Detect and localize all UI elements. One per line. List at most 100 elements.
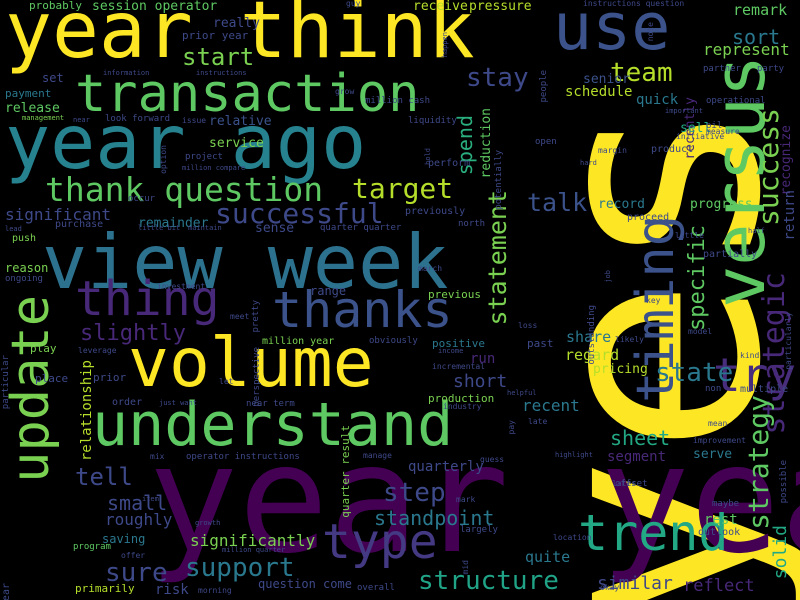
cloud-word: meet — [230, 312, 250, 321]
cloud-word: small — [107, 491, 168, 515]
cloud-word: transaction — [75, 64, 420, 124]
cloud-word: production — [428, 392, 495, 405]
cloud-word: liquidity — [408, 116, 457, 126]
cloud-word: order — [112, 397, 143, 408]
cloud-word: support — [185, 553, 295, 583]
cloud-word: pressure — [469, 0, 532, 14]
cloud-word: range — [310, 284, 347, 298]
cloud-word: proceed — [627, 212, 670, 223]
cloud-word: little bit — [138, 224, 181, 232]
cloud-word: lead — [5, 225, 22, 233]
cloud-word: successful — [215, 197, 384, 230]
cloud-word: reduction — [479, 108, 494, 179]
cloud-word: tell — [75, 463, 133, 491]
cloud-word: regard — [565, 346, 620, 364]
cloud-word: industry — [443, 402, 482, 411]
cloud-word: item — [142, 495, 159, 503]
cloud-word: improvement — [693, 436, 746, 445]
cloud-word: important — [665, 107, 703, 115]
cloud-word: serve — [693, 447, 733, 462]
cloud-word: really — [213, 16, 260, 31]
cloud-word: senior — [583, 72, 630, 87]
cloud-word: near term — [246, 399, 295, 409]
cloud-word: particularly — [784, 312, 793, 370]
cloud-word: largely — [460, 525, 498, 535]
cloud-word: occur — [128, 194, 156, 204]
cloud-word: volume — [128, 324, 374, 403]
cloud-word: year ago — [5, 98, 367, 186]
cloud-word: year year — [148, 413, 800, 587]
cloud-word: set — [42, 71, 64, 85]
cloud-word: program — [73, 542, 111, 552]
cloud-word: half — [748, 227, 765, 235]
cloud-word: short — [453, 371, 508, 392]
cloud-word: loss — [518, 321, 538, 330]
cloud-word: partially — [703, 249, 758, 260]
cloud-word: previously — [405, 206, 466, 217]
cloud-word: session operator — [92, 0, 218, 14]
cloud-word: relationship — [79, 360, 95, 462]
cloud-word: saving — [102, 532, 146, 546]
cloud-word: similar — [597, 573, 673, 594]
cloud-word: let — [219, 377, 234, 386]
cloud-word: open — [535, 137, 557, 147]
cloud-word: quarter year — [1, 583, 12, 600]
cloud-word: mid — [461, 560, 470, 575]
cloud-word: remark — [733, 1, 788, 19]
cloud-word: operator instructions — [186, 452, 300, 462]
cloud-word: quite — [525, 548, 571, 566]
cloud-word: happen — [441, 32, 449, 58]
cloud-word: measure — [706, 127, 740, 136]
cloud-word: grow — [335, 87, 355, 96]
cloud-word: operational — [706, 96, 766, 106]
cloud-word: push — [12, 233, 37, 244]
cloud-word: receive — [413, 0, 468, 14]
cloud-word: prior — [93, 371, 127, 384]
cloud-word: guess — [480, 455, 505, 464]
cloud-word: million cash — [365, 96, 431, 106]
cloud-word: segment — [607, 449, 667, 465]
cloud-word: party — [757, 64, 785, 74]
cloud-word: mark — [456, 495, 476, 504]
cloud-word: reflect — [683, 576, 755, 596]
cloud-word: previous — [428, 288, 481, 301]
cloud-word: solid — [770, 525, 791, 580]
cloud-word: mean — [708, 419, 728, 428]
cloud-word: million year — [262, 336, 335, 347]
cloud-word: release — [5, 101, 60, 116]
cloud-word: income — [438, 347, 464, 355]
cloud-word: pretty — [251, 300, 261, 333]
cloud-word: share — [566, 328, 612, 346]
cloud-word: rest — [704, 512, 738, 528]
cloud-word: instructions question — [583, 0, 685, 8]
cloud-word: guy — [346, 0, 361, 8]
cloud-word: sort — [732, 25, 781, 49]
cloud-word: hard — [580, 159, 597, 167]
cloud-word: million quarter — [222, 546, 286, 554]
cloud-word: progress — [690, 197, 753, 212]
cloud-word: sheet — [610, 426, 671, 450]
cloud-word: state — [655, 358, 734, 388]
cloud-word: try — [713, 348, 797, 402]
cloud-word: look forward — [105, 114, 171, 124]
cloud-word: particular — [1, 355, 11, 410]
cloud-word: product — [651, 144, 694, 155]
cloud-word: million compare — [182, 164, 246, 172]
cloud-word: investment — [157, 282, 206, 291]
cloud-word: ongoing — [5, 274, 43, 284]
cloud-word: team — [610, 58, 673, 88]
cloud-word: issue — [182, 116, 207, 125]
cloud-word: near — [73, 116, 90, 124]
cloud-word: type — [322, 514, 438, 570]
cloud-word: use — [553, 0, 671, 65]
cloud-word: statement — [483, 190, 512, 326]
cloud-word: location — [553, 533, 592, 542]
cloud-word: slightly — [80, 321, 186, 346]
cloud-word: return — [782, 190, 798, 241]
cloud-word: possible — [779, 460, 789, 504]
cloud-word: quarter result — [339, 425, 352, 518]
cloud-word: thing — [75, 271, 220, 327]
cloud-word: margin — [598, 146, 627, 155]
cloud-word: oil — [706, 121, 723, 131]
